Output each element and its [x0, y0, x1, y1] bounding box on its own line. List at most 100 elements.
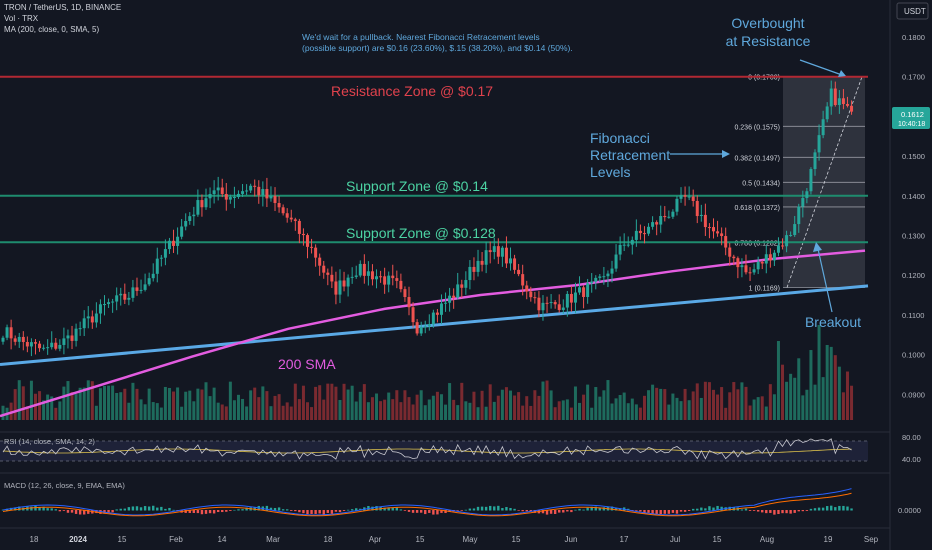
currency-badge-label[interactable]: USDT: [904, 7, 926, 16]
time-tick-label: 15: [416, 535, 425, 544]
macd-histogram-bar: [497, 505, 500, 511]
macd-histogram-bar: [403, 510, 407, 511]
volume-bar: [492, 401, 496, 420]
time-tick-label: 14: [218, 535, 227, 544]
candle-body: [419, 327, 423, 334]
time-tick-label: 15: [118, 535, 127, 544]
volume-bar: [565, 399, 569, 420]
volume-bar: [793, 377, 797, 420]
macd-histogram-bar: [298, 510, 301, 513]
volume-bar: [391, 399, 395, 420]
currency-badge[interactable]: [896, 2, 929, 20]
fib-trend-line: [786, 76, 863, 288]
volume-bar: [98, 388, 102, 420]
macd-histogram-bar: [127, 507, 131, 511]
macd-histogram-bar: [472, 508, 476, 511]
macd-histogram-bar: [83, 510, 86, 515]
volume-bar: [768, 384, 772, 420]
macd-histogram-bar: [30, 506, 33, 511]
macd-histogram-bar: [399, 509, 403, 511]
candle-body: [220, 187, 224, 194]
macd-histogram-bar: [712, 507, 715, 511]
candle-body: [439, 303, 443, 315]
ma-legend: MA (200, close, 0, SMA, 5): [4, 25, 99, 34]
candle-body: [139, 289, 143, 291]
macd-histogram-bar: [216, 510, 220, 513]
candle-body: [399, 280, 403, 290]
candle-body: [21, 336, 25, 343]
candle-body: [740, 265, 744, 268]
macd-histogram-bar: [509, 508, 512, 511]
macd-histogram-bar: [647, 510, 650, 513]
macd-histogram-bar: [598, 507, 602, 511]
candle-body: [46, 347, 50, 349]
macd-histogram-bar: [821, 507, 825, 511]
candle-body: [86, 316, 90, 319]
candle-body: [29, 342, 33, 347]
macd-histogram-bar: [708, 506, 711, 511]
macd-histogram-bar: [192, 510, 196, 513]
price-tick-label: 0.0900: [902, 390, 925, 399]
candle-body: [659, 216, 663, 225]
candle-body: [638, 230, 642, 234]
candle-body: [196, 200, 200, 215]
candle-body: [492, 246, 496, 253]
macd-histogram-bar: [602, 507, 606, 511]
volume-bar: [691, 391, 695, 420]
macd-histogram-bar: [383, 507, 386, 511]
candle-body: [480, 260, 484, 265]
volume-bar: [756, 397, 760, 420]
candle-body: [17, 336, 21, 342]
candle-body: [720, 233, 724, 237]
candle-body: [25, 342, 29, 347]
macd-histogram-bar: [614, 508, 618, 511]
volume-bar: [33, 393, 37, 420]
candle-body: [94, 313, 98, 323]
candle-body: [159, 257, 163, 259]
volume-bar: [573, 386, 577, 420]
rsi-signal-line: [2, 448, 852, 454]
overbought-label-line2: at Resistance: [726, 33, 811, 49]
candle-body: [370, 271, 374, 280]
candle-body: [748, 272, 752, 274]
macd-histogram-bar: [152, 505, 155, 511]
volume-bar: [655, 387, 659, 420]
candle-body: [484, 250, 488, 265]
volume-bar: [293, 383, 297, 420]
candle-body: [261, 189, 265, 196]
volume-bar: [318, 385, 322, 420]
volume-bar: [622, 392, 626, 420]
candle-body: [38, 343, 42, 349]
macd-histogram-bar: [756, 510, 760, 512]
candle-body: [62, 338, 66, 345]
volume-bar: [249, 390, 253, 420]
candle-body: [821, 119, 825, 136]
macd-histogram-bar: [322, 510, 325, 515]
volume-bar: [809, 350, 813, 420]
candle-body: [606, 273, 610, 277]
time-axis[interactable]: 18 2024 15 Feb 14 Mar 18 Apr 15 May 15 Jun 17 Jul 15 Au…: [30, 535, 879, 544]
macd-histogram-bar: [350, 509, 354, 511]
volume-bar: [253, 387, 257, 420]
macd-histogram-bar: [440, 510, 443, 513]
volume-bar: [549, 390, 553, 420]
macd-histogram-bar: [221, 510, 224, 513]
volume-bar: [452, 399, 456, 420]
macd-histogram-bar: [635, 510, 638, 511]
candle-body: [703, 214, 707, 228]
macd-histogram-bar: [785, 510, 788, 514]
macd-histogram-bar: [131, 506, 135, 511]
candle-body: [513, 258, 517, 270]
candle-body: [379, 276, 383, 278]
volume-bar: [561, 400, 565, 420]
macd-histogram-bar: [233, 509, 236, 511]
volume-bar: [196, 388, 200, 420]
volume-bar: [480, 390, 484, 420]
volume-bar: [66, 381, 70, 420]
time-tick-label: 19: [824, 535, 833, 544]
volume-bar: [346, 389, 350, 420]
volume-bar: [306, 402, 309, 420]
macd-histogram-bar: [66, 510, 70, 513]
candle-body: [115, 295, 119, 302]
